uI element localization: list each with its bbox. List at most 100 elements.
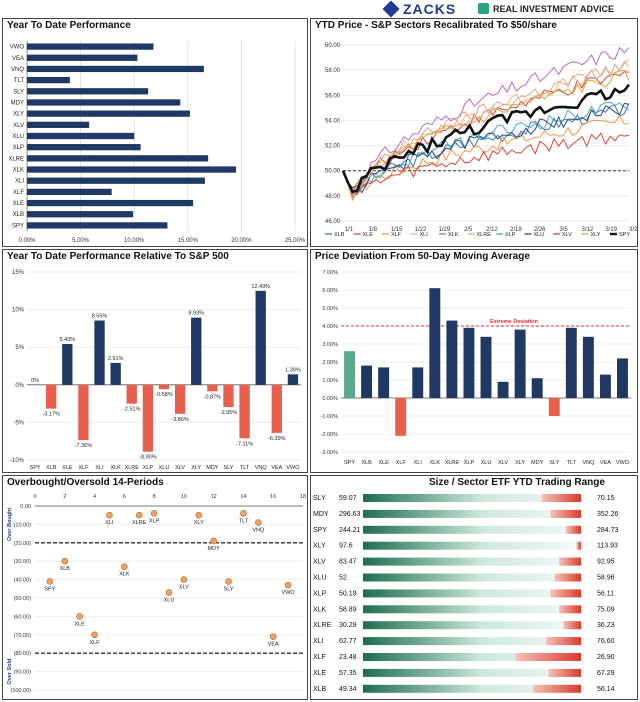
range-bar-xlf [363,653,581,661]
ria-logo: REAL INVESTMENT ADVICE [478,3,614,14]
range-high-spy: 284.73 [597,527,619,534]
ytd-price-panel: YTD Price - S&P Sectors Recalibrated To … [310,18,638,247]
price-x-tick: 2/12 [486,227,498,233]
range-ticker-xlf: XLF [313,654,326,661]
rel-bar-vnq [255,290,266,385]
range-low-mdy: 296.63 [339,511,361,518]
ytd-x-tick: 10.00% [124,238,145,244]
ob-point-label-xlre: XLRE [132,520,147,526]
ob-y-tick: (30.00) [14,559,32,565]
dev-category-mdy: MDY [531,460,544,466]
price-y-tick: 46.00 [325,219,341,225]
rel-data-label-sly: -2.95% [220,410,238,416]
range-low-xlv: 83.47 [339,559,357,566]
dev-y-tick: -3.00% [321,450,339,456]
range-low-spy: 244.21 [339,527,361,534]
price-deviation-panel: Price Deviation From 50-Day Moving Avera… [310,249,638,473]
rel-category-xlf: XLF [78,465,89,471]
trading-range-title: Size / Sector ETF YTD Trading Range [429,477,605,488]
range-ticker-xly: XLY [313,543,326,550]
price-legend-label-xlre: XLRE [477,232,492,238]
ob-point-label-xle: XLE [74,621,85,627]
rel-category-xly: XLY [191,465,201,471]
ob-y-tick: (50.00) [14,596,32,602]
price-x-tick: 3/19 [605,227,617,233]
range-ticker-xlv: XLV [313,559,326,566]
ytd-category-sly: SLY [13,89,24,95]
rel-bar-tlt [239,384,250,439]
ob-point-vnq [255,519,262,526]
range-bar-xly [363,541,581,550]
dev-bar-xlf [395,398,407,436]
ob-point-xlp [150,510,158,517]
price-line-xlu [342,102,630,194]
range-high-xle: 67.29 [597,670,615,677]
price-legend-label-xlk: XLK [448,232,459,238]
ob-x-tick: 12 [211,494,217,500]
price-line-xle [342,71,630,195]
range-high-xlk: 75.09 [597,606,615,613]
price-y-tick: 60.00 [325,43,341,49]
rel-data-label-xlp: -8.90% [139,455,157,461]
rel-data-label-xli: 8.55% [92,314,108,320]
range-ticker-xlb: XLB [313,686,327,693]
ytd-category-xle: XLE [13,201,24,207]
ob-y-tick: 0.00 [20,504,31,510]
price-legend-label-xlp: XLP [505,232,516,238]
ob-y-tick: (10.00) [14,522,32,528]
ytd-bar-mdy [27,99,181,106]
ob-x-tick: 6 [123,494,126,500]
rel-category-xlv: XLV [175,465,185,471]
range-bar-xlp [363,589,581,598]
price-x-tick: 3/26 [629,227,637,233]
range-ticker-xlp: XLP [313,590,327,597]
ytd-bar-xle [27,199,194,207]
range-low-xlk: 58.89 [339,606,357,613]
rel-y-tick: 15% [12,270,25,276]
dev-category-xlre: XLRE [445,460,460,466]
ob-point-vea [269,633,277,640]
range-position-xlf [515,653,581,661]
dev-category-xly: XLY [515,460,525,466]
range-high-xlp: 56.11 [597,590,614,597]
range-bar-xlv [363,557,581,566]
price-legend-label-spy: SPY [619,232,630,238]
price-line-xlv [342,132,630,195]
ob-point-xle [76,613,83,620]
rel-category-xlu: XLU [159,465,170,471]
ob-overbought-label: Over Bought [7,508,13,541]
ytd-category-vea: VEA [12,56,24,62]
ytd-price-title: YTD Price - S&P Sectors Recalibrated To … [315,20,557,31]
ob-x-tick: 16 [270,494,276,500]
ob-point-xlk [121,563,128,571]
ytd-bar-xli [27,177,205,184]
ob-point-label-xlp: XLP [149,518,160,524]
price-x-tick: 1/22 [415,227,427,233]
dev-bar-tlt [565,327,577,398]
ytd-category-mdy: MDY [11,100,24,106]
ytd-bar-vnq [27,65,204,73]
zacks-logo: ZACKS [382,0,456,18]
ob-x-tick: 18 [300,494,306,500]
overbought-panel: Overbought/Oversold 14-Periods 0 2 4 6 8 10 12… [2,475,308,700]
rel-category-vnq: VNQ [255,465,268,471]
range-low-xli: 62.77 [339,638,357,645]
dev-bar-xlv [497,381,509,398]
rel-y-tick: -5% [13,420,24,426]
dev-y-tick: 7.00% [322,270,338,276]
price-y-tick: 50.00 [325,169,341,175]
dev-category-sly: SLY [549,460,559,466]
ob-x-tick: 2 [63,494,66,500]
price-x-tick: 3/12 [581,227,593,233]
rel-bar-sly [223,384,234,407]
ytd-x-tick: 25.00% [285,238,306,244]
dev-category-xle: XLE [378,460,389,466]
range-ticker-xlk: XLK [313,606,327,613]
rel-data-label-xlk: 2.91% [108,356,124,362]
price-legend-label-xlv: XLV [562,232,572,238]
dev-bar-vwo [617,358,628,398]
dev-bar-xlk [429,288,441,398]
price-deviation-chart: 7.00% 6.00% 5.00% 4.00% 3.00% 2.00% 1.00% 0.00%… [321,270,631,466]
price-legend-label-xly: XLY [591,232,601,238]
range-bar-xli [363,637,581,646]
